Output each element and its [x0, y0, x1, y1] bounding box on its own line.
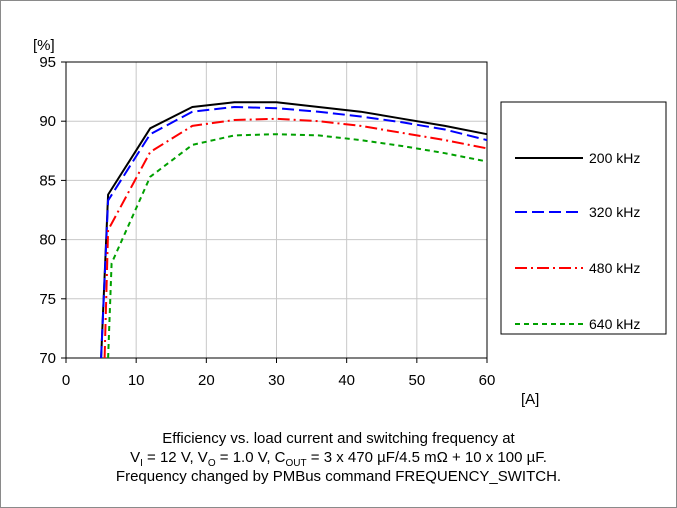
caption-line-1: Efficiency vs. load current and switchin…	[162, 430, 515, 447]
series-line-2	[100, 106, 488, 359]
series-line-1	[100, 101, 488, 359]
x-tick-label: 30	[268, 372, 285, 389]
x-tick-label: 10	[128, 372, 145, 389]
x-tick-label: 20	[198, 372, 215, 389]
y-tick-label: 70	[39, 350, 56, 367]
series-line-4	[107, 133, 488, 359]
y-tick-label: 95	[39, 54, 56, 71]
caption-line-2: VI = 12 V, VO = 1.0 V, COUT = 3 x 470 µF…	[130, 449, 547, 469]
y-tick-label: 80	[39, 232, 56, 249]
x-tick-label: 40	[338, 372, 355, 389]
y-tick-label: 85	[39, 172, 56, 189]
caption-line-3: Frequency changed by PMBus command FREQU…	[115, 468, 562, 485]
x-tick-label: 0	[62, 372, 70, 389]
grid-lines	[65, 61, 488, 359]
y-tick-label: 90	[39, 113, 56, 130]
legend-box	[500, 101, 667, 335]
x-tick-label: 50	[408, 372, 425, 389]
x-unit-label: [A]	[521, 391, 539, 408]
legend-label: 320 kHz	[589, 204, 640, 220]
x-tick-label: 60	[479, 372, 496, 389]
series-line-3	[103, 117, 488, 359]
series-layer	[100, 101, 488, 359]
y-unit-label: [%]	[33, 37, 55, 54]
legend-label: 200 kHz	[589, 150, 640, 166]
legend-label: 480 kHz	[589, 260, 640, 276]
efficiency-chart: 0 10 20 30 40 50 60 70 75 80 85 90 95 [%] [A] 200 kH…	[33, 37, 667, 408]
legend-label: 640 kHz	[589, 316, 640, 332]
figure-caption: Efficiency vs. load current and switchin…	[0, 429, 677, 486]
y-tick-label: 75	[39, 291, 56, 308]
legend: 200 kHz 320 kHz 480 kHz 640 kHz	[500, 101, 667, 335]
tick-labels: 0 10 20 30 40 50 60 70 75 80 85 90 95	[39, 54, 495, 389]
